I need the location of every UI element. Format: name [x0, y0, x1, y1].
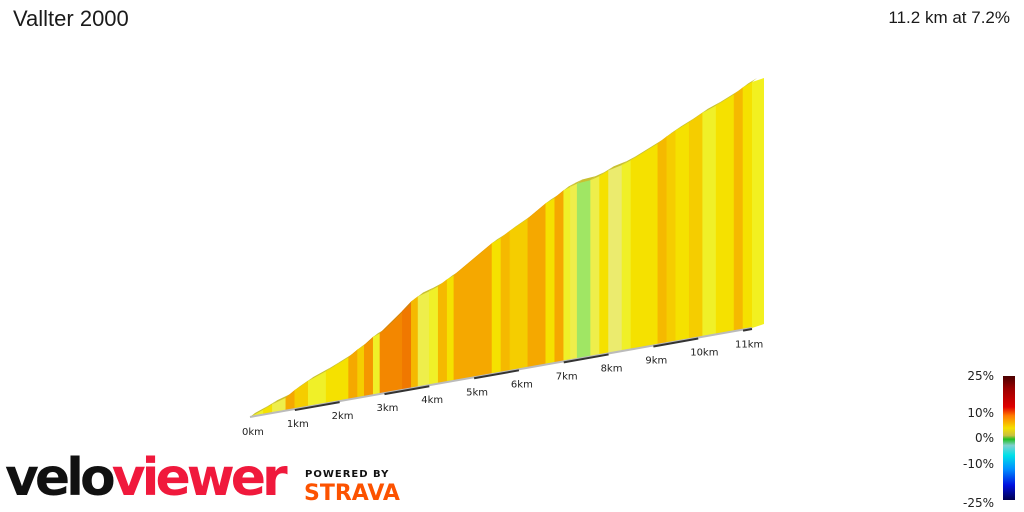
gradient-segment [657, 136, 668, 346]
gradient-segment [411, 295, 419, 389]
profile-ridge [527, 199, 551, 219]
profile-ridge [294, 376, 314, 391]
gradient-segment [285, 389, 296, 412]
gradient-segment [675, 121, 690, 342]
gradient-segment [733, 86, 744, 332]
profile-end-face [752, 78, 764, 328]
profile-ridge [411, 292, 424, 302]
distance-tick-label: 5km [466, 387, 488, 398]
gradient-segment [325, 365, 336, 404]
gradient-segment [666, 129, 677, 344]
gradient-segment [545, 197, 556, 365]
gradient-segment [554, 189, 565, 364]
gradient-segment [570, 183, 578, 361]
profile-ridge [263, 400, 278, 410]
gradient-segment [363, 336, 374, 398]
gradient-segment [446, 274, 455, 383]
profile-ridge [308, 367, 332, 381]
legend-label-minus-25: -25% [962, 496, 994, 510]
gradient-segment [453, 242, 493, 382]
gradient-segment [563, 186, 571, 362]
gradient-segment [576, 179, 591, 360]
profile-ridge [622, 156, 636, 166]
gradient-segment [527, 202, 547, 369]
logo-viewer: viewer [111, 448, 288, 508]
gradient-segment [500, 230, 511, 373]
distance-tick-label: 10km [690, 348, 718, 359]
gradient-segment [348, 349, 358, 400]
gradient-segment [437, 278, 448, 384]
profile-ridge [379, 307, 408, 334]
distance-tick-label: 0km [242, 427, 264, 438]
gradient-segment [372, 332, 381, 396]
distance-tick-label: 3km [376, 403, 398, 414]
distance-tick-label: 8km [601, 363, 623, 374]
distance-tick-label: 4km [421, 395, 443, 406]
gradient-segment [688, 112, 703, 340]
profile-ridge [702, 101, 722, 113]
profile-ridge [250, 405, 269, 417]
profile-ridge [716, 90, 740, 106]
distance-tick-label: 11km [735, 340, 763, 351]
profile-ridge [563, 182, 576, 191]
profile-ridge [743, 78, 757, 88]
profile-ridge [689, 108, 708, 123]
gradient-colour-bar [1003, 376, 1015, 500]
distance-tick-label: 1km [287, 419, 309, 430]
gradient-segment [702, 104, 717, 338]
profile-ridge [492, 233, 506, 244]
gradient-segment [608, 164, 623, 354]
legend-label-minus-10: -10% [962, 457, 994, 471]
distance-tick-label: 2km [332, 411, 354, 422]
gradient-segment [417, 290, 430, 388]
gradient-segment [379, 310, 403, 395]
gradient-segment [402, 300, 412, 391]
profile-ridge [418, 287, 435, 297]
profile-ridge [453, 239, 498, 276]
profile-ridge [272, 393, 291, 405]
profile-ridge [590, 171, 605, 181]
powered-by-label: POWERED BY [305, 469, 390, 480]
legend-label-0: 0% [974, 431, 994, 445]
profile-ridge [577, 176, 596, 184]
profile-ridge [509, 214, 533, 231]
gradient-segment [630, 142, 659, 350]
gradient-segment [621, 159, 632, 352]
gradient-segment [491, 237, 502, 375]
distance-tick-label: 7km [556, 371, 578, 382]
gradient-segment [509, 217, 529, 372]
distance-tick-label: 6km [511, 379, 533, 390]
profile-ridge [326, 361, 341, 372]
gradient-segment [357, 344, 365, 399]
gradient-segment [428, 285, 439, 386]
veloviewer-logo[interactable]: veloviewer [5, 452, 288, 504]
legend-label-25: 25% [967, 369, 994, 383]
climb-title: Vallter 2000 [13, 6, 129, 31]
climb-summary: 11.2 km at 7.2% [888, 8, 1010, 27]
gradient-segment [742, 81, 753, 330]
profile-ridge [675, 118, 695, 131]
distance-tick-label: 9km [645, 355, 667, 366]
distance-axis: 0km 1km 2km 3km 4km 5km 6km 7km 8km 9km 10km 11km [242, 327, 763, 438]
gradient-segment [307, 370, 327, 408]
profile-ridge [608, 161, 628, 171]
profile-ridge [570, 179, 583, 187]
profile-ridge [666, 126, 681, 137]
profile-ridge [599, 166, 614, 176]
profile-ridge [630, 139, 663, 161]
gradient-strips [249, 78, 764, 418]
gradient-segment [590, 175, 600, 357]
gradient-segment [715, 93, 735, 335]
legend-label-10: 10% [967, 406, 994, 420]
profile-ridge [335, 353, 354, 366]
profile-ridge [429, 282, 444, 292]
logo-velo: velo [5, 448, 116, 508]
gradient-legend: 25% 10% 0% -10% -25% [960, 368, 1024, 512]
strava-logo[interactable]: STRAVA [304, 481, 400, 506]
gradient-segment [599, 169, 609, 356]
